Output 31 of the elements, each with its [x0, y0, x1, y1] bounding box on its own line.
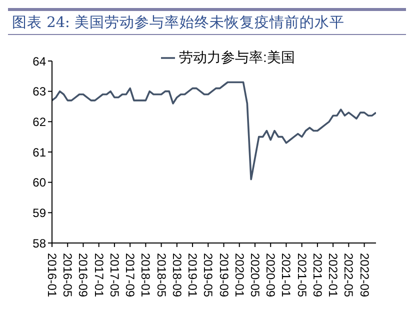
x-tick-label: 2022-05: [342, 253, 356, 298]
y-tick-label: 62: [32, 114, 46, 129]
x-tick-label: 2017-05: [107, 253, 122, 298]
y-tick-label: 60: [32, 176, 46, 190]
y-tick-label: 61: [32, 145, 46, 160]
x-tick-label: 2016-05: [60, 253, 75, 298]
x-tick-label: 2021-09: [310, 253, 324, 298]
legend-label: 劳动力参与率:美国: [179, 49, 295, 65]
x-tick-label: 2022-09: [357, 253, 372, 298]
x-tick-label: 2017-01: [92, 253, 106, 298]
x-tick-label: 2018-09: [170, 253, 184, 298]
x-tick-label: 2020-09: [264, 253, 278, 298]
x-tick-label: 2016-01: [45, 253, 59, 298]
x-tick-label: 2018-05: [154, 253, 168, 298]
x-tick-label: 2020-01: [232, 253, 246, 298]
x-tick-label: 2022-01: [326, 253, 340, 298]
x-tick-label: 2016-09: [76, 253, 90, 298]
y-tick-label: 64: [32, 54, 46, 68]
chart-title: 图表 24: 美国劳动参与率始终未恢复疫情前的水平: [8, 8, 406, 35]
x-tick-label: 2021-01: [279, 253, 294, 298]
y-tick-label: 63: [32, 84, 46, 99]
x-tick-label: 2018-01: [138, 253, 153, 298]
x-tick-label: 2019-05: [201, 253, 216, 298]
x-tick-label: 2020-05: [248, 253, 262, 298]
y-tick-label: 59: [32, 206, 46, 220]
x-tick-label: 2019-09: [216, 253, 231, 298]
line-series: [52, 81, 376, 180]
y-tick-label: 58: [32, 236, 46, 250]
x-tick-label: 2021-05: [294, 253, 309, 298]
x-tick-label: 2019-01: [186, 253, 200, 298]
x-tick-label: 2017-09: [123, 253, 138, 298]
